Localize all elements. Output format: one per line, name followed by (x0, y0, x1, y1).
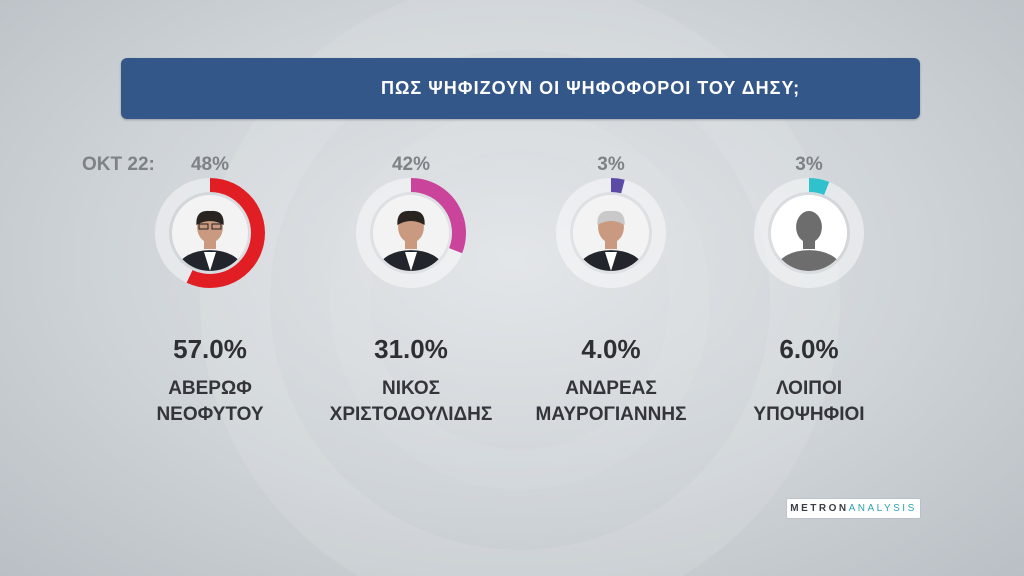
previous-value-label: 3% (795, 154, 823, 175)
previous-value-label: 48% (190, 154, 230, 175)
candidate-card: 48% 57.0% ΑΒΕΡΩΦ ΝΕΟΦΥΤΟΥ (110, 0, 310, 576)
candidate-name: ΝΙΚΟΣ ΧΡΙΣΤΟΔΟΥΛΙΔΗΣ (311, 376, 511, 428)
previous-value-label: 42% (391, 154, 431, 175)
candidate-name-line1: ΛΟΙΠΟΙ (776, 378, 842, 399)
candidate-name: ΛΟΙΠΟΙ ΥΠΟΨΗΦΙΟΙ (709, 376, 909, 428)
chart-title: ΠΩΣ ΨΗΦΙΖΟΥΝ ΟΙ ΨΗΦΟΦΟΡΟΙ ΤΟΥ ΔΗΣΥ; (381, 78, 801, 98)
ring-segment (611, 178, 625, 194)
ring-chart (754, 178, 864, 288)
candidate-name-line1: ΑΝΔΡΕΑΣ (565, 378, 657, 399)
logo-text-analysis: ANALYSIS (848, 503, 917, 514)
ring-chart (356, 178, 466, 288)
person-silhouette-icon (771, 195, 847, 271)
current-value-label: 4.0% (581, 334, 641, 364)
candidate-card: 3% 4.0% ΑΝΔΡΕΑΣ ΜΑΥΡΟΓΙΑΝΝΗΣ (511, 0, 711, 576)
ring-chart (556, 178, 666, 288)
current-value-label: 6.0% (779, 334, 839, 364)
man-grey-hair-icon (573, 195, 649, 271)
metron-analysis-logo: METRON ANALYSIS (787, 499, 920, 518)
candidate-card: 3% 6.0% ΛΟΙΠΟΙ ΥΠΟΨΗΦΙΟΙ (709, 0, 909, 576)
man-dark-hair-icon (373, 195, 449, 271)
current-value-label: 31.0% (374, 334, 448, 364)
ring-segment (186, 178, 265, 288)
candidate-name-line2: ΜΑΥΡΟΓΙΑΝΝΗΣ (535, 404, 687, 425)
ring-segment (411, 178, 466, 254)
candidate-name-line1: ΝΙΚΟΣ (381, 378, 441, 399)
candidate-card: 42% 31.0% ΝΙΚΟΣ ΧΡΙΣΤΟΔΟΥΛΙΔΗΣ (311, 0, 511, 576)
candidate-name: ΑΒΕΡΩΦ ΝΕΟΦΥΤΟΥ (110, 376, 310, 428)
candidate-name: ΑΝΔΡΕΑΣ ΜΑΥΡΟΓΙΑΝΝΗΣ (511, 376, 711, 428)
ring-chart (155, 178, 265, 288)
man-glasses-dark-hair-icon (172, 195, 248, 271)
logo-text-metron: METRON (790, 503, 849, 514)
title-bar (121, 58, 920, 119)
candidate-name-line2: ΝΕΟΦΥΤΟΥ (156, 404, 264, 425)
previous-value-label: 3% (597, 154, 625, 175)
candidate-name-line1: ΑΒΕΡΩΦ (168, 378, 252, 399)
candidate-name-line2: ΥΠΟΨΗΦΙΟΙ (753, 404, 865, 425)
current-value-label: 57.0% (173, 334, 247, 364)
previous-period-label: ΟΚΤ 22: (82, 154, 155, 175)
ring-segment (809, 178, 830, 195)
candidate-name-line2: ΧΡΙΣΤΟΔΟΥΛΙΔΗΣ (329, 404, 493, 425)
